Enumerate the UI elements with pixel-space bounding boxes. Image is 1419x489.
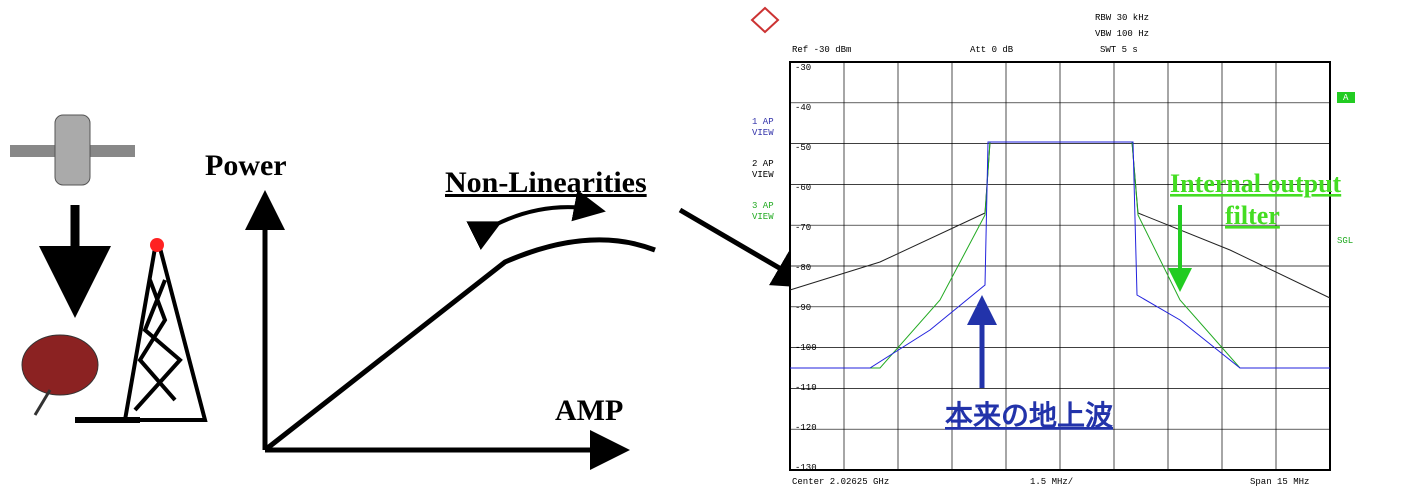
sa-text: SGL [1337,236,1353,246]
filter-line: filter [1225,201,1280,230]
sa-text: Center 2.02625 GHz [792,477,889,487]
t: 2 AP [752,159,774,169]
level-label: -80 [795,263,811,273]
trace-label: 3 AP VIEW [752,201,774,222]
level-label: -40 [795,103,811,113]
sa-text: VBW 100 Hz [1095,29,1149,39]
level-label: -50 [795,143,811,153]
level-label: -130 [795,463,817,473]
t: VIEW [752,170,774,180]
sa-text: Span 15 MHz [1250,477,1309,487]
sa-text: A [1343,93,1349,103]
sa-text: RBW 30 kHz [1095,13,1149,23]
amp-label: AMP [555,394,623,427]
level-label: -100 [795,343,817,353]
sa-text: SWT 5 s [1100,45,1138,55]
amp-curve [245,189,814,470]
dish [21,334,140,423]
sa-text: Ref -30 dBm [792,45,851,55]
trace-label: 1 AP VIEW [752,117,774,138]
sa-text: 1.5 MHz/ [1030,477,1073,487]
t: 1 AP [752,117,774,127]
t: 3 AP [752,201,774,211]
level-label: -30 [795,63,811,73]
level-label: -70 [795,223,811,233]
level-label: -60 [795,183,811,193]
filter-label: Internal output filter [1170,169,1342,230]
nonlin-label: Non-Linearities [445,166,647,199]
level-label: -110 [795,383,817,393]
power-label: Power [205,149,287,182]
trace-blue [790,141,1330,369]
filter-line: Internal output [1170,169,1342,198]
terrestrial-label: 本来の地上波 [945,399,1114,432]
sa-text: Att 0 dB [970,45,1014,55]
satellite [10,114,135,186]
level-label: -120 [795,423,817,433]
marker-box [1337,92,1355,103]
tower [122,238,208,422]
level-label: -90 [795,303,811,313]
t: VIEW [752,212,774,222]
trace-label: 2 AP VIEW [752,159,774,180]
analyzer: -30 -40 -50 -60 -70 -80 -90 -100 -110 -120 -130 Ref… [752,13,1355,487]
t: VIEW [752,128,774,138]
logo [750,6,780,34]
